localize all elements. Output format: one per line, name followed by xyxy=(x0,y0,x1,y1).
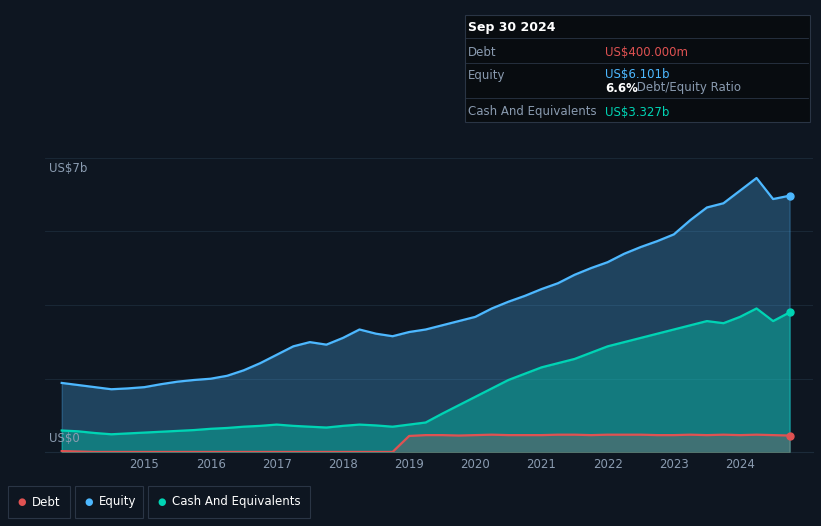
Text: Cash And Equivalents: Cash And Equivalents xyxy=(172,495,300,509)
Text: US$0: US$0 xyxy=(49,432,80,445)
Text: Debt: Debt xyxy=(32,495,61,509)
Text: US$400.000m: US$400.000m xyxy=(605,46,688,58)
Text: Debt/Equity Ratio: Debt/Equity Ratio xyxy=(633,82,741,95)
Text: Equity: Equity xyxy=(468,68,506,82)
Text: Debt: Debt xyxy=(468,46,497,58)
Text: 6.6%: 6.6% xyxy=(605,82,638,95)
Text: Cash And Equivalents: Cash And Equivalents xyxy=(468,106,597,118)
Text: US$3.327b: US$3.327b xyxy=(605,106,669,118)
Text: Sep 30 2024: Sep 30 2024 xyxy=(468,22,556,35)
Text: ●: ● xyxy=(85,497,94,507)
Text: US$6.101b: US$6.101b xyxy=(605,68,669,82)
Text: US$7b: US$7b xyxy=(49,162,87,175)
Text: ●: ● xyxy=(158,497,166,507)
Text: Equity: Equity xyxy=(99,495,136,509)
Text: ●: ● xyxy=(18,497,26,507)
